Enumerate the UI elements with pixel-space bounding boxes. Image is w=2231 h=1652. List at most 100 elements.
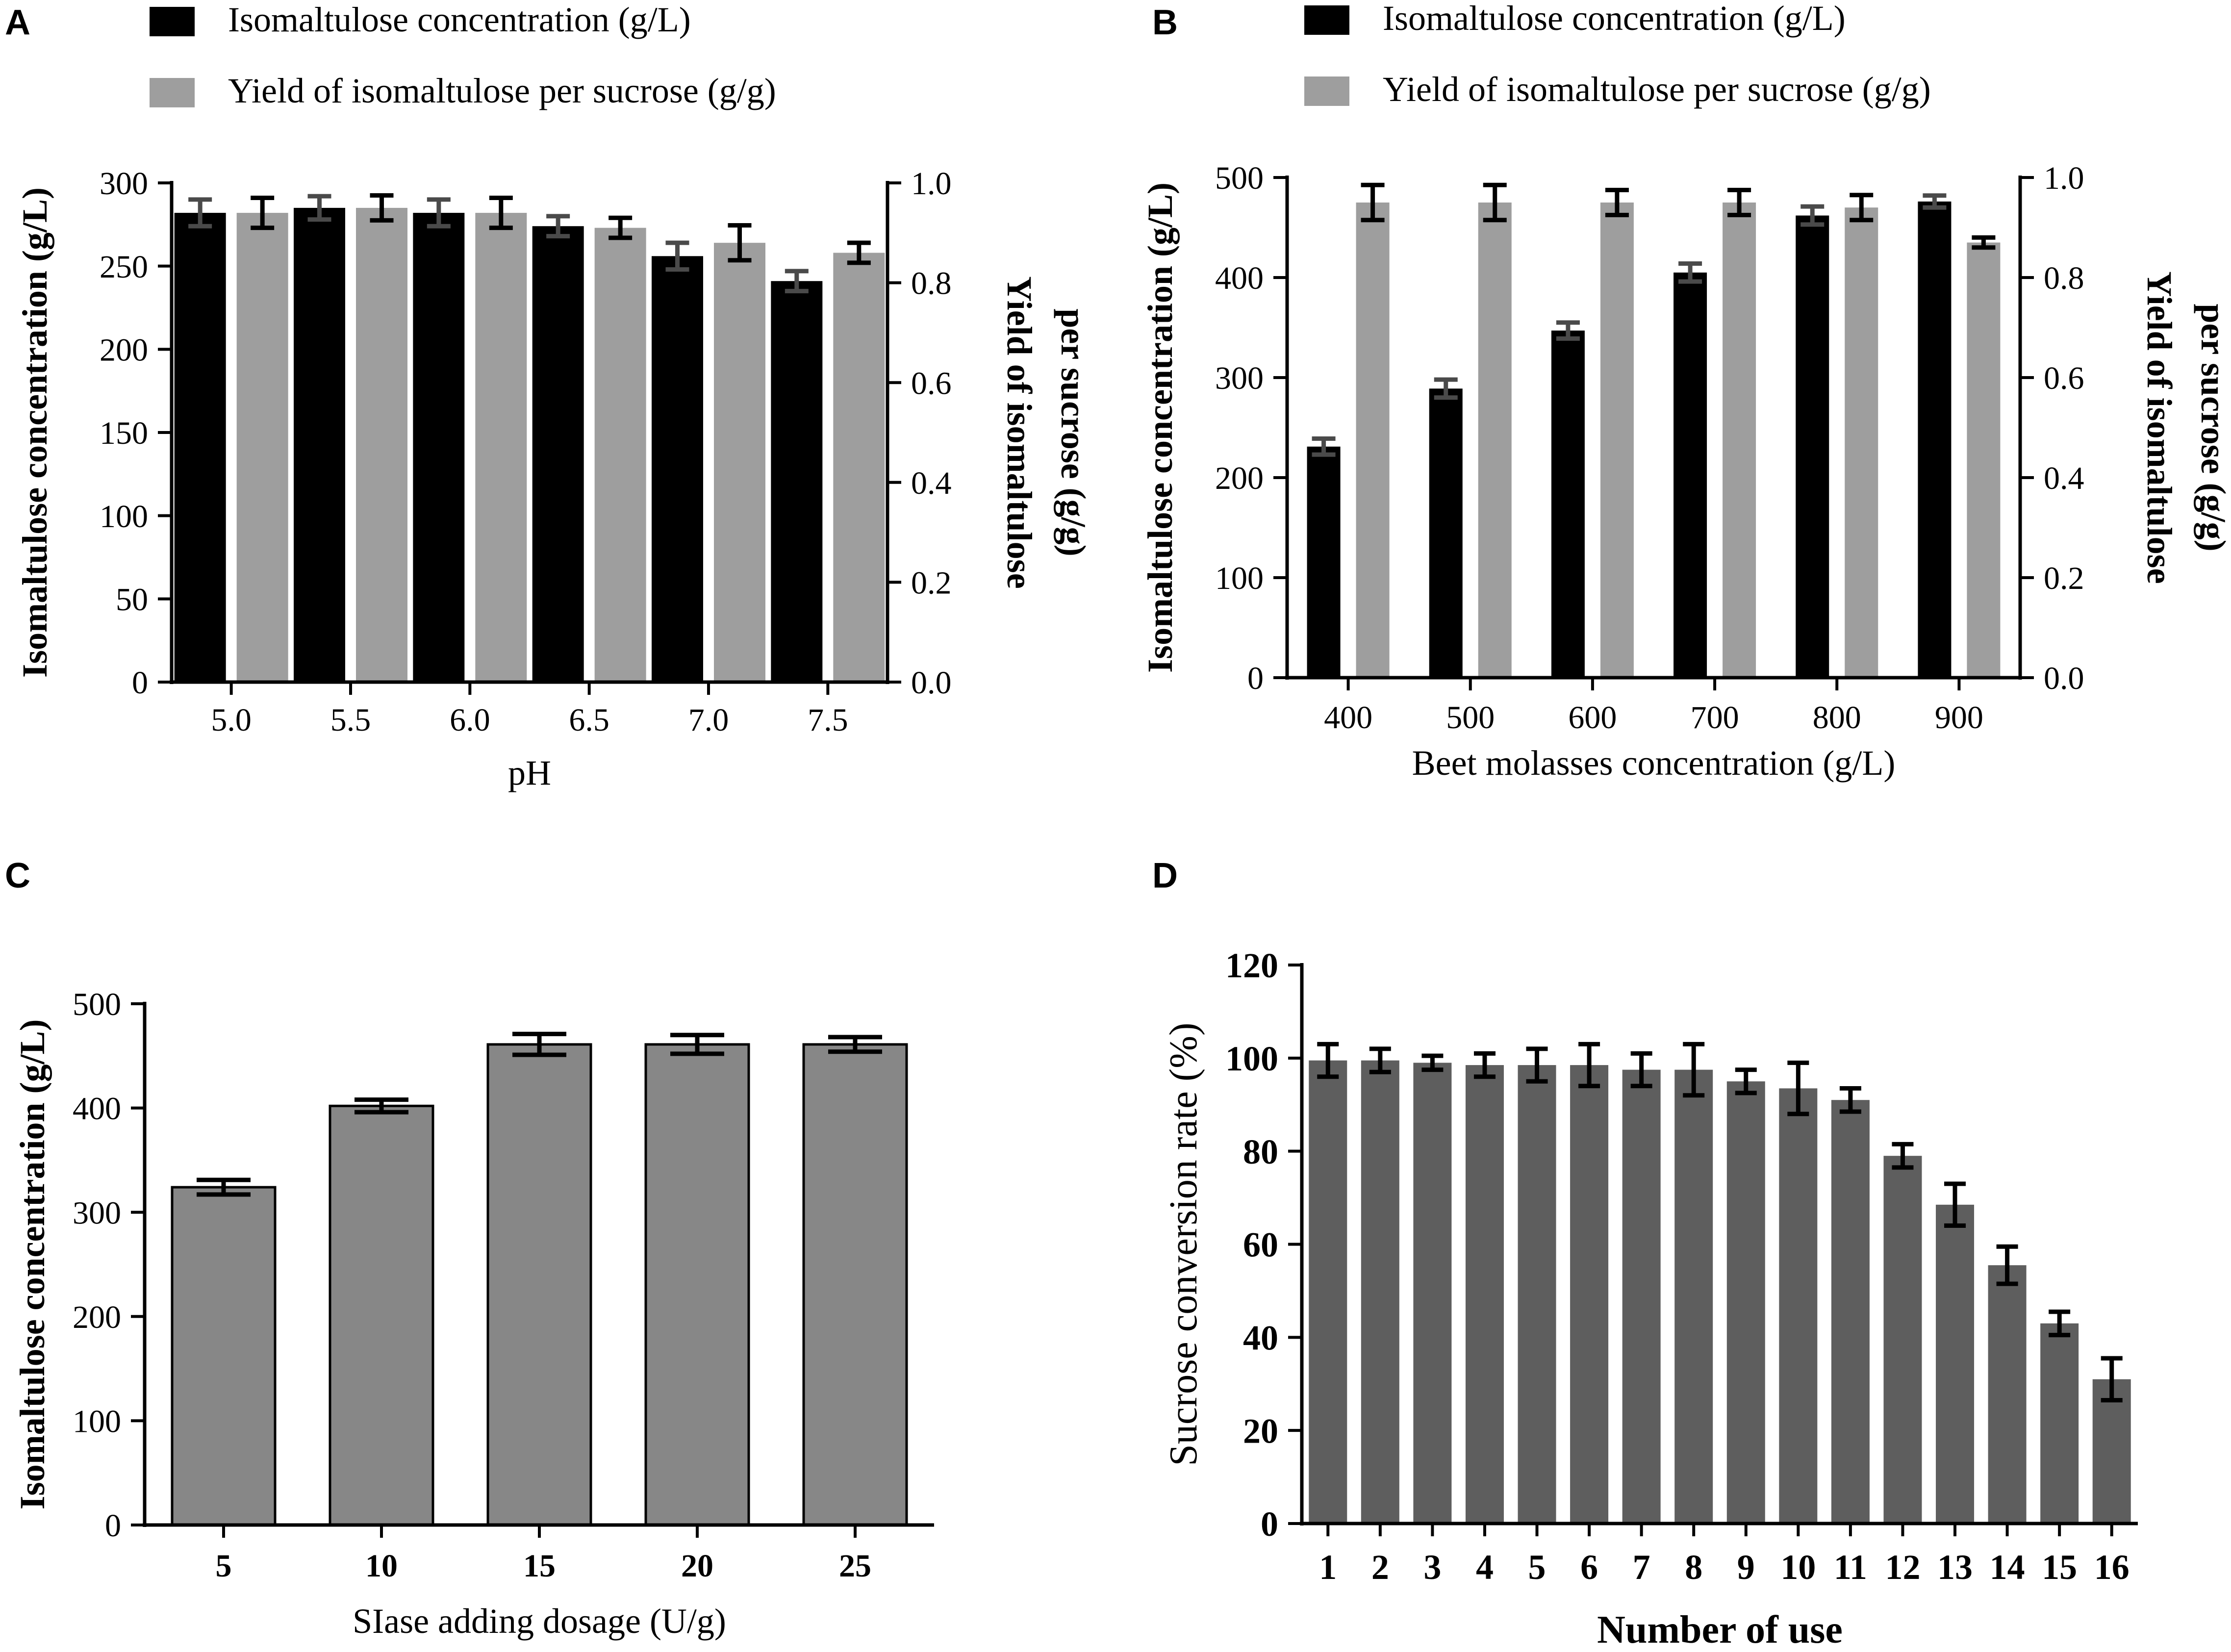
x-tick-label-10: 10	[365, 1548, 398, 1584]
bar-concentration-5.5	[294, 207, 345, 682]
x-tick-label-15: 15	[2042, 1548, 2077, 1587]
bar-concentration-6.5	[532, 226, 584, 682]
y-tick-label: 60	[1243, 1225, 1278, 1265]
bar-yield-400	[1356, 203, 1390, 678]
x-tick-label-2: 2	[1371, 1548, 1389, 1587]
legend-swatch-concentration	[150, 7, 195, 36]
y-tick-label: 500	[1215, 160, 1264, 196]
x-tick-label-5: 5	[1528, 1548, 1546, 1587]
legend-swatch-yield	[1304, 76, 1349, 106]
x-tick-label-20: 20	[681, 1548, 713, 1584]
y-tick-label: 500	[73, 987, 121, 1022]
y2-tick-label: 0.4	[2044, 460, 2084, 496]
bar-2	[1361, 1060, 1399, 1524]
x-axis-title: Number of use	[1597, 1608, 1843, 1652]
y2-tick-label: 0.2	[911, 565, 952, 601]
y2-tick-label: 0.0	[2044, 661, 2084, 696]
y-axis-title: Sucrose conversion rate (%)	[1162, 1022, 1205, 1466]
y-tick-label: 300	[100, 166, 148, 202]
bar-8	[1674, 1069, 1713, 1524]
y-tick-label: 80	[1243, 1132, 1278, 1171]
y-axis-title: Isomaltulose concentration (g/L)	[15, 187, 54, 678]
x-tick-label-7.5: 7.5	[808, 702, 848, 738]
panel-a: A 0 50 100 150 200 250 300 0.0 0.2 0.4 0.6 0.8 1.0 5.0…	[5, 0, 1093, 792]
y2-tick-label: 0.6	[2044, 360, 2084, 396]
bar-12	[1883, 1156, 1922, 1524]
y-tick-label: 400	[73, 1091, 121, 1127]
y-tick-label: 250	[100, 249, 148, 285]
bar-yield-6.5	[594, 228, 646, 682]
bar-yield-500	[1478, 203, 1512, 678]
x-tick-label-500: 500	[1446, 700, 1495, 736]
y-tick-label: 100	[1215, 560, 1264, 596]
y-tick-label: 100	[73, 1404, 121, 1440]
y-tick-label: 0	[132, 665, 148, 701]
bar-yield-6.0	[475, 213, 527, 683]
x-tick-label-7.0: 7.0	[688, 702, 729, 738]
x-tick-label-10: 10	[1780, 1548, 1816, 1587]
x-tick-label-5: 5	[216, 1548, 232, 1584]
x-tick-label-5.5: 5.5	[330, 702, 371, 738]
bar-concentration-6.0	[413, 213, 465, 683]
y-tick-label: 200	[1215, 460, 1264, 496]
y-tick-label: 300	[1215, 360, 1264, 396]
x-tick-label-600: 600	[1568, 700, 1617, 736]
bar-concentration-700	[1673, 272, 1707, 678]
x-tick-label-9: 9	[1737, 1548, 1755, 1587]
y-tick-label: 0	[1261, 1504, 1278, 1544]
y2-axis-title-line1: Yield of isomaltulose	[1000, 276, 1039, 588]
x-tick-label-25: 25	[839, 1548, 871, 1584]
x-tick-label-7: 7	[1633, 1548, 1650, 1587]
y2-tick-label: 0.4	[911, 465, 952, 501]
bar-1	[1309, 1060, 1347, 1524]
bar-13	[1936, 1204, 1975, 1524]
y2-axis-title-line2: per sucrose (g/g)	[2194, 304, 2231, 551]
y-tick-label: 200	[100, 332, 148, 368]
bar-yield-7.5	[833, 253, 885, 682]
x-tick-label-16: 16	[2094, 1548, 2130, 1587]
y-tick-label: 0	[105, 1508, 121, 1544]
bar-yield-900	[1967, 242, 2001, 678]
legend-label-concentration: Isomaltulose concentration (g/L)	[1383, 0, 1846, 38]
bar-concentration-7.5	[771, 281, 823, 682]
bar-concentration-900	[1918, 201, 1952, 678]
y2-tick-label: 0.8	[911, 266, 952, 302]
legend-label-yield: Yield of isomaltulose per sucrose (g/g)	[228, 71, 776, 110]
legend-label-concentration: Isomaltulose concentration (g/L)	[228, 0, 691, 39]
x-tick-label-5.0: 5.0	[211, 702, 252, 738]
y2-tick-label: 1.0	[2044, 160, 2084, 196]
panel-c: C 0 100 200 300 400 500 5 10 15 20 25 SIase adding d…	[5, 856, 934, 1641]
bar-concentration-500	[1429, 388, 1463, 678]
y-tick-label: 100	[100, 499, 148, 534]
x-tick-label-900: 900	[1935, 700, 1983, 736]
x-tick-label-700: 700	[1691, 700, 1739, 736]
y2-axis-title-line1: Yield of isomaltulose	[2140, 271, 2179, 584]
y-tick-label: 0	[1247, 661, 1264, 696]
y2-tick-label: 0.2	[2044, 560, 2084, 596]
panel-b: B 0 100 200 300 400 500 0.0 0.2 0.4 0.6 0.8 1.0 400 50…	[1141, 0, 2231, 783]
y-tick-label: 300	[73, 1195, 121, 1231]
bar-yield-5.5	[356, 207, 407, 682]
y2-tick-label: 0.0	[911, 665, 952, 701]
bar-10	[329, 1104, 434, 1526]
y-axis-title: Isomaltulose concentration (g/L)	[1141, 182, 1180, 673]
bar-yield-5.0	[236, 213, 288, 683]
bar-14	[1988, 1265, 2027, 1524]
y-tick-label: 400	[1215, 260, 1264, 296]
x-tick-label-6: 6	[1580, 1548, 1598, 1587]
bar-7	[1622, 1069, 1661, 1524]
bar-yield-800	[1845, 207, 1878, 678]
bar-15	[2040, 1323, 2079, 1524]
bar-5	[171, 1186, 277, 1526]
x-axis-title: SIase adding dosage (U/g)	[353, 1601, 726, 1641]
bar-yield-600	[1600, 203, 1634, 678]
x-axis-title: Beet molasses concentration (g/L)	[1412, 743, 1896, 783]
x-tick-label-400: 400	[1324, 700, 1372, 736]
y-tick-label: 50	[116, 582, 148, 617]
bar-yield-7.0	[714, 243, 765, 682]
panel-letter: D	[1152, 856, 1178, 895]
panel-letter: C	[5, 856, 30, 895]
bar-25	[802, 1043, 908, 1526]
bar-concentration-600	[1551, 330, 1585, 678]
